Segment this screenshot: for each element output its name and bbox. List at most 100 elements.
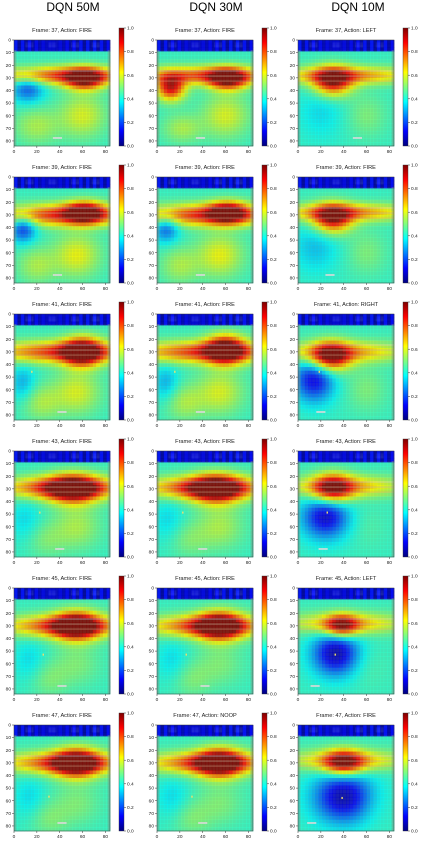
heatmap-cell (339, 275, 343, 280)
heatmap-cell (157, 192, 161, 197)
x-tick-label: 40 (57, 149, 63, 155)
heatmap-cell (160, 142, 165, 147)
heatmap-cell (103, 271, 107, 276)
heatmap-cell (48, 93, 53, 98)
heatmap-cell (318, 264, 323, 269)
heatmap-cell (68, 51, 73, 56)
heatmap-cell (160, 267, 165, 273)
heatmap-cell (376, 241, 381, 246)
heatmap-cell (342, 81, 347, 86)
heatmap-cell (72, 77, 77, 83)
heatmap-cell (17, 40, 22, 45)
heatmap-cell (167, 214, 172, 220)
heatmap-cell (335, 89, 340, 94)
heatmap-cell (191, 104, 196, 109)
heatmap-cell (229, 62, 233, 67)
heatmap-cell (34, 108, 39, 113)
heatmap-cell (187, 100, 192, 105)
heatmap-cell (249, 207, 254, 212)
heatmap-cell (304, 237, 309, 242)
heatmap-cell (315, 241, 319, 246)
heatmap-cell (359, 134, 364, 139)
heatmap-cell (229, 222, 233, 227)
heatmap-cell (92, 119, 97, 124)
heatmap-cell (301, 55, 306, 60)
heatmap-cell (38, 180, 42, 185)
heatmap-cell (89, 252, 94, 257)
heatmap-cell (86, 108, 90, 113)
heatmap-cell (325, 264, 330, 269)
plot-frame (156, 176, 254, 284)
heatmap-cell (201, 211, 206, 216)
heatmap-cell (167, 123, 172, 128)
heatmap-cell (96, 203, 101, 208)
heatmap-cell (103, 138, 107, 143)
heatmap-cell (380, 180, 385, 185)
heatmap-cell (359, 264, 364, 269)
heatmap-cell (89, 275, 94, 280)
heatmap-cell (218, 199, 223, 204)
heatmap-cell (167, 93, 172, 98)
heatmap-cell (370, 188, 374, 193)
heatmap-cell (177, 89, 182, 94)
heatmap-cell (218, 279, 223, 284)
heatmap-cell (79, 40, 83, 45)
heatmap-cell (103, 108, 107, 113)
heatmap-cell (383, 233, 388, 238)
heatmap-cell (339, 271, 343, 276)
heatmap-cell (96, 252, 101, 257)
heatmap-cell (325, 70, 330, 75)
heatmap-cell (157, 119, 161, 124)
heatmap-cell (229, 260, 233, 265)
heatmap-cell (325, 40, 330, 45)
heatmap-cell (249, 233, 254, 238)
heatmap-cell (27, 138, 32, 143)
heatmap-cell (211, 51, 216, 56)
heatmap-cell (215, 58, 220, 64)
heatmap-cell (44, 115, 49, 120)
heatmap-cell (359, 51, 364, 56)
heatmap-cell (187, 127, 192, 132)
heatmap-cell (239, 218, 244, 223)
heatmap-cell (339, 47, 343, 52)
heatmap-cell (65, 222, 70, 227)
heatmap-cell (335, 123, 340, 128)
heatmap-cell (328, 62, 333, 67)
heatmap-cell (349, 96, 354, 101)
heatmap-cell (79, 252, 83, 257)
heatmap-cell (387, 188, 391, 193)
heatmap-cell (370, 85, 374, 90)
heatmap-cell (96, 51, 101, 56)
heatmap-cell (27, 130, 32, 136)
heatmap-cell (75, 207, 80, 212)
heatmap-cell (82, 81, 87, 86)
heatmap-cell (363, 81, 367, 86)
heatmap-cell (298, 66, 302, 71)
heatmap-cell (304, 66, 309, 71)
heatmap-cell (380, 207, 385, 212)
heatmap-cell (55, 230, 59, 235)
heatmap-cell (198, 241, 202, 246)
heatmap-cell (387, 55, 391, 60)
heatmap-cell (308, 226, 313, 231)
heatmap-cell (235, 123, 240, 128)
heatmap-cell (222, 226, 226, 231)
heatmap-cell (181, 260, 185, 265)
heatmap-cell (157, 245, 161, 250)
heatmap-cell (177, 43, 182, 48)
heatmap-cell (366, 188, 371, 193)
heatmap-cell (34, 138, 39, 143)
heatmap-cell (187, 177, 192, 182)
heatmap-cell (27, 70, 32, 75)
heatmap-cell (246, 43, 250, 48)
heatmap-cell (349, 70, 354, 75)
heatmap-cell (232, 237, 237, 242)
heatmap-cell (376, 188, 381, 193)
heatmap-cell (229, 207, 233, 212)
colorbar-tick-label: 0.2 (411, 120, 418, 126)
heatmap-cell (201, 245, 206, 250)
heatmap-cell (27, 96, 32, 101)
x-tick-label: 40 (57, 286, 63, 292)
heatmap-cell (239, 256, 244, 261)
